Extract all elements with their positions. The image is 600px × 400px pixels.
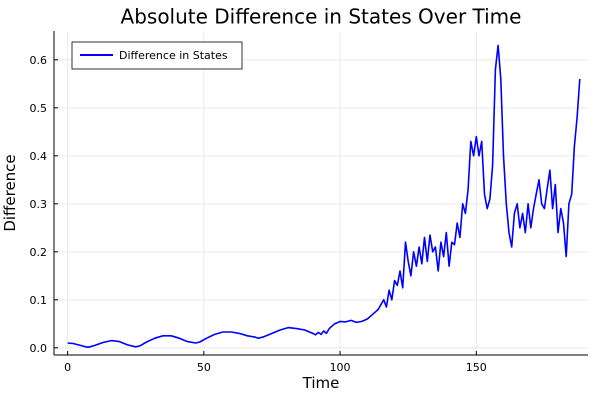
x-tick-label: 50 — [197, 361, 211, 374]
grid — [54, 31, 588, 355]
tick-marks — [54, 59, 477, 355]
plot-frame — [53, 31, 588, 356]
y-tick-label: 0.5 — [30, 102, 48, 115]
y-axis-label: Difference — [1, 154, 19, 231]
x-tick-label: 0 — [64, 361, 71, 374]
y-tick-label: 0.3 — [30, 198, 48, 211]
y-tick-label: 0.0 — [30, 342, 48, 355]
series-layer — [67, 44, 581, 349]
tick-labels: 0 50 100 150 0.0 0.1 0.2 0.3 0.4 0.5 0.6 — [30, 54, 487, 374]
y-tick-label: 0.2 — [30, 246, 48, 259]
y-tick-label: 0.4 — [30, 150, 48, 163]
legend-label: Difference in States — [119, 49, 228, 62]
x-axis-label: Time — [302, 374, 340, 392]
series-line — [67, 44, 581, 349]
y-tick-label: 0.6 — [30, 54, 48, 67]
x-tick-label: 100 — [330, 361, 351, 374]
x-tick-label: 150 — [466, 361, 487, 374]
chart-title: Absolute Difference in States Over Time — [121, 5, 522, 29]
y-tick-label: 0.1 — [30, 294, 48, 307]
legend: Difference in States — [71, 41, 243, 70]
